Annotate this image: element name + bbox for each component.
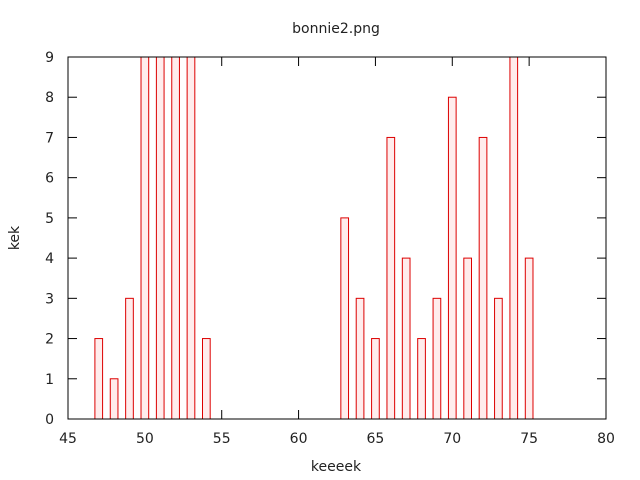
bar — [478, 136, 488, 420]
bar — [432, 297, 442, 420]
bar — [401, 257, 411, 420]
bar — [371, 338, 380, 420]
bar — [125, 297, 134, 420]
x-tick-label: 60 — [290, 431, 308, 447]
x-tick-label: 70 — [443, 431, 461, 447]
y-tick-label: 6 — [45, 171, 54, 187]
bar — [186, 56, 196, 420]
bars-group — [94, 56, 534, 420]
x-tick-label: 50 — [136, 431, 154, 447]
bar — [171, 56, 180, 420]
y-tick-label: 5 — [45, 211, 54, 227]
x-axis-label: keeeek — [311, 459, 362, 475]
bar — [447, 96, 457, 420]
bar — [463, 257, 473, 420]
bar — [155, 56, 165, 420]
bar — [417, 338, 426, 420]
bar — [340, 217, 350, 420]
x-tick-label: 55 — [213, 431, 231, 447]
bar — [355, 297, 365, 420]
bar — [140, 56, 150, 420]
chart-title: bonnie2.png — [292, 21, 380, 37]
y-tick-label: 3 — [45, 291, 54, 307]
x-tick-label: 45 — [59, 431, 77, 447]
bar — [94, 338, 104, 420]
bar — [494, 297, 503, 420]
y-tick-label: 4 — [45, 251, 54, 267]
x-tick-label: 65 — [367, 431, 385, 447]
bar — [109, 378, 119, 420]
plot-frame — [67, 56, 607, 420]
x-tick-label: 80 — [597, 431, 615, 447]
x-tick-label: 75 — [520, 431, 538, 447]
y-tick-label: 8 — [45, 90, 54, 106]
bar — [386, 136, 396, 420]
bar — [524, 257, 534, 420]
y-tick-label: 7 — [45, 130, 54, 146]
y-axis-label: kek — [7, 225, 23, 250]
y-tick-label: 0 — [45, 412, 54, 428]
y-tick-label: 2 — [45, 332, 54, 348]
y-tick-label: 1 — [45, 372, 54, 388]
bar — [509, 56, 519, 420]
y-tick-label: 9 — [45, 50, 54, 66]
bar — [202, 338, 211, 420]
